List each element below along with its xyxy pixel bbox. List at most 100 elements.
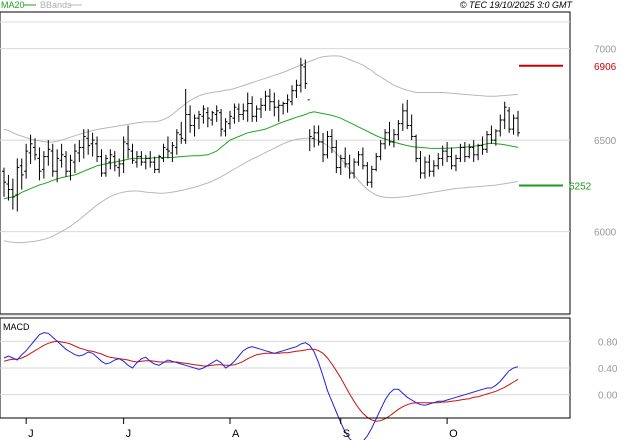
ohlc-bar [46,140,51,166]
ohlc-bar [365,162,370,186]
ohlc-bar [77,140,82,163]
ohlc-bar [223,118,228,137]
month-tick-label: J [126,428,132,440]
ohlc-bar [307,99,312,152]
ohlc-bar [436,152,441,170]
ohlc-bar [462,141,467,163]
month-tick-label: A [232,428,240,440]
ohlc-bar [117,158,122,177]
ohlc-bar [103,154,108,177]
price-panel-frame [0,11,571,315]
ohlc-bar [449,147,454,170]
ohlc-bar [325,130,330,159]
ohlc-bar [445,141,450,163]
ohlc-bar [378,140,383,161]
ohlc-bar [121,136,126,174]
ohlc-bar [152,156,157,174]
ohlc-bar [414,134,419,163]
price-axis-ticks: 7000 6500 6000 [594,45,617,239]
ohlc-bar [59,143,64,168]
ohlc-bar [236,103,241,122]
ohlc-bar [55,149,60,183]
resistance-level-label: 6906 [594,62,617,73]
ohlc-bar [471,140,476,163]
ohlc-bar [210,110,215,126]
ohlc-bar [294,79,299,99]
month-tick-label: S [343,428,350,440]
ohlc-bar [188,105,193,133]
ohlc-bar [334,140,339,174]
price-tick-label: 6000 [594,228,617,239]
ohlc-bar [50,143,55,177]
price-gridlines [0,21,570,317]
ohlc-bar [329,129,334,153]
ma20-path [3,111,519,200]
ohlc-bar [263,90,268,111]
ohlc-bar [489,125,494,144]
ohlc-bar [81,129,86,159]
ohlc-bar [245,92,250,122]
ohlc-bar [507,107,512,133]
ohlc-bar [360,147,365,170]
level-lines [519,64,563,187]
ohlc-bar [254,105,259,122]
ohlc-bar [321,132,326,163]
ohlc-bar [338,154,343,175]
ohlc-bar [15,158,20,212]
ohlc-bar [356,151,361,166]
ohlc-bar [174,129,179,155]
ohlc-bar [196,110,201,130]
level-labels: 6906 6252 [569,62,617,193]
ohlc-bar [383,129,388,150]
ohlc-bar [405,99,410,130]
macd-tick-label: 0.00 [598,391,618,402]
ohlc-bar [440,145,445,166]
price-panel: 7000 6500 6000 6906 6252 [0,11,617,317]
ohlc-bar [418,151,423,179]
ohlc-bar [343,147,348,168]
ohlc-bar [179,121,184,144]
ma20-legend-label: MA20 [1,0,25,10]
ohlc-bar [192,114,197,137]
ohlc-bar [458,143,463,163]
ohlc-bar [312,125,317,148]
ohlc-bar [28,134,33,164]
macd-tick-label: 0.80 [598,337,618,348]
macd-panel-label: MACD [3,322,30,332]
price-bars [2,57,520,212]
ohlc-bar [227,110,232,130]
ohlc-bar [112,151,117,172]
ohlc-bar [281,101,286,115]
ohlc-bar [165,136,170,159]
macd-axis-ticks: 0.80 0.40 0.00 [598,337,618,401]
ohlc-bar [37,147,42,181]
ohlc-bar [64,151,69,177]
bbands-legend-label: BBands [40,0,72,10]
ohlc-bar [493,129,498,146]
chart-header: MA20 BBands © TEC 19/10/2025 3:0 GMT [1,0,573,10]
ohlc-bar [72,143,77,174]
ohlc-bar [422,156,427,179]
macd-lines [3,332,519,440]
ohlc-bar [352,158,357,179]
ohlc-bar [41,151,46,179]
ohlc-bar [498,114,503,137]
ohlc-bar [250,96,255,122]
ohlc-bar [161,143,166,163]
ohlc-bar [290,85,295,106]
ohlc-bar [298,57,303,93]
ohlc-bar [139,151,144,166]
ohlc-bar [10,178,15,210]
ohlc-bar [157,154,162,174]
ohlc-bar [484,130,489,153]
ohlc-bar [303,59,308,89]
copyright-credit: © TEC 19/10/2025 3:0 GMT [460,0,574,10]
ohlc-bar [19,158,24,190]
ohlc-bar [516,110,520,137]
ohlc-bar [387,121,392,146]
ohlc-bar [276,99,281,122]
ohlc-bar [316,125,321,146]
ohlc-bar [95,136,100,163]
ohlc-bar [272,92,277,117]
